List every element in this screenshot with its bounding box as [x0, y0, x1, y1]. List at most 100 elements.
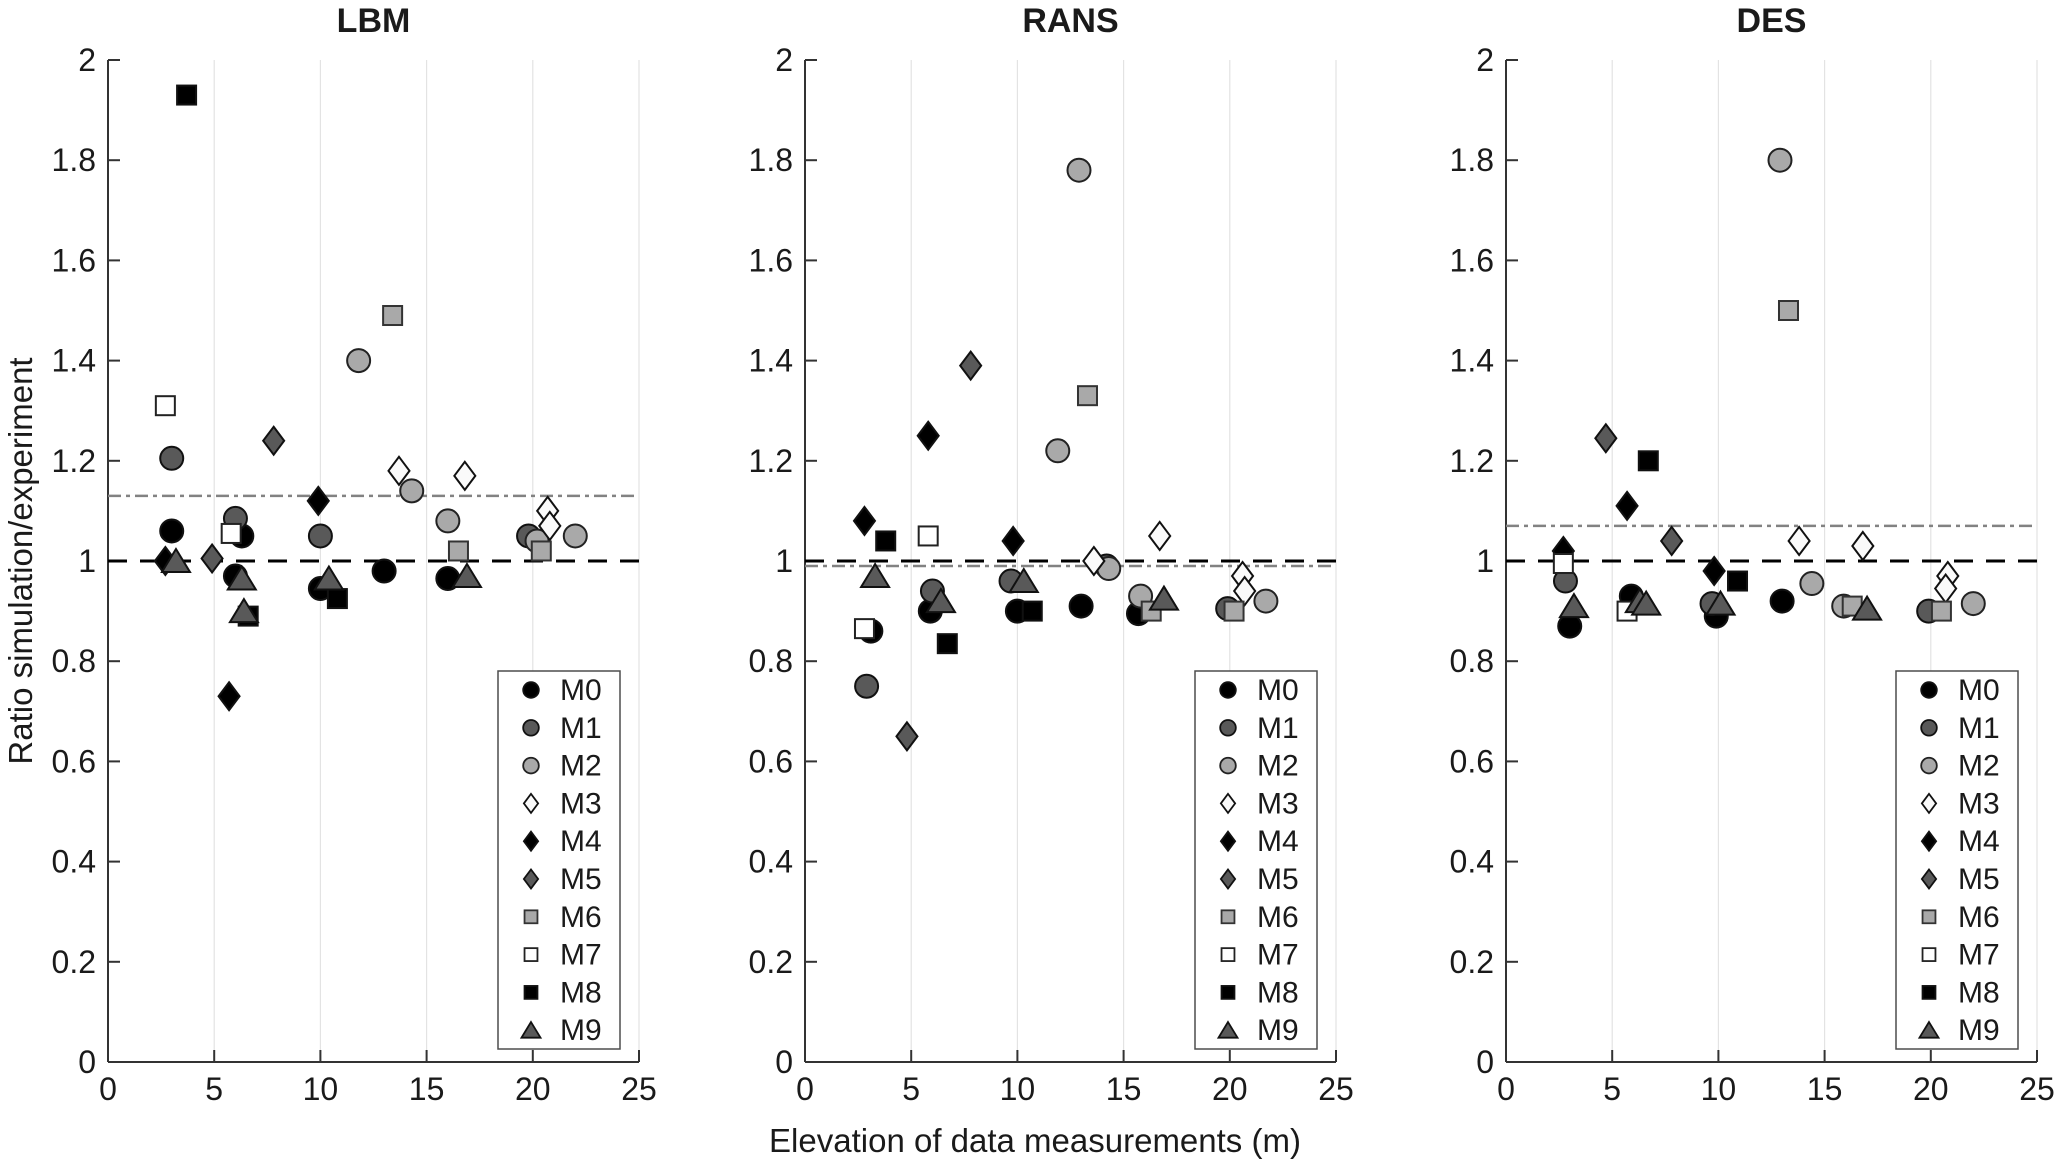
subplot-rans: 00.20.40.60.811.21.41.61.820 5 10 15 20 25RAN… [749, 2, 1354, 1107]
legend-marker-M3 [1920, 792, 1938, 815]
marker-M5 [1594, 422, 1618, 454]
legend-entry-M8: M8 [1921, 976, 2000, 1009]
legend-entry-M0: M0 [1219, 674, 1299, 707]
legend-entry-M4: M4 [1920, 825, 2000, 858]
series-M7-rans [853, 525, 939, 640]
legend-marker-M7 [1220, 947, 1236, 962]
marker-M2 [1799, 571, 1825, 597]
legend-marker-M2 [1219, 756, 1237, 775]
legend-entry-M1: M1 [1219, 712, 1299, 745]
marker-M0 [371, 558, 397, 584]
legend-label-M4: M4 [1257, 825, 1299, 858]
legend-entry-M3: M3 [522, 787, 602, 820]
y-tick-label: 2 [775, 42, 793, 78]
x-tick-label: 25 [2019, 1071, 2055, 1107]
legend-marker-M7 [523, 947, 539, 962]
legend-marker-M8 [1921, 985, 1937, 1000]
marker-M3 [1147, 520, 1172, 552]
marker-M9 [160, 547, 192, 573]
y-tick-label: 1.6 [749, 242, 793, 278]
marker-M2 [1045, 438, 1071, 464]
legend-entry-M6: M6 [523, 901, 602, 934]
series-M2-rans [1045, 157, 1279, 614]
marker-M3 [1851, 530, 1875, 562]
marker-M2 [562, 523, 588, 549]
y-tick-label: 1.8 [749, 142, 793, 178]
marker-M9 [1148, 584, 1180, 611]
x-tick-label: 0 [99, 1071, 117, 1107]
legend-label-M0: M0 [1958, 674, 2000, 707]
marker-M9 [1704, 589, 1737, 616]
series-M0-des [1557, 583, 1795, 639]
legend-label-M5: M5 [1958, 863, 2000, 896]
subplot-des: 00.20.40.60.811.21.41.61.820 5 10 15 20 25DES… [1450, 2, 2055, 1107]
legend-label-M4: M4 [1958, 825, 2000, 858]
y-tick-label: 1 [78, 543, 96, 579]
marker-M3 [453, 460, 477, 492]
legend-entry-M0: M0 [1920, 674, 2000, 707]
series-M8-rans [875, 530, 1043, 655]
legend-marker-M5 [1920, 867, 1938, 891]
marker-M6 [382, 305, 404, 327]
legend-entry-M2: M2 [1920, 750, 2000, 783]
x-tick-label: 15 [1807, 1071, 1843, 1107]
marker-M1 [307, 523, 333, 549]
marker-M8 [1727, 570, 1749, 592]
y-axis-label: Ratio simulation/experiment [2, 357, 39, 764]
x-tick-label: 10 [1701, 1071, 1737, 1107]
x-tick-label: 20 [1913, 1071, 1949, 1107]
marker-M5 [1659, 525, 1684, 557]
marker-M2 [1253, 588, 1279, 614]
legend-marker-M1 [1219, 719, 1237, 737]
legend-entry-M3: M3 [1219, 787, 1299, 820]
marker-M7 [220, 522, 242, 544]
x-tick-label: 5 [902, 1071, 920, 1107]
legend-label-M3: M3 [560, 787, 602, 820]
legend-marker-M5 [1219, 867, 1237, 891]
legend-entry-M7: M7 [1921, 939, 2000, 972]
y-tick-label: 0.4 [749, 844, 793, 880]
legend-rans: M0 M1 M2 M3 M4 M5 M6 M7 M8 M9 [1194, 670, 1318, 1050]
legend-marker-M4 [522, 830, 540, 853]
legend-marker-M9 [1917, 1020, 1941, 1039]
series-M7-lbm [154, 395, 242, 544]
legend-label-M8: M8 [560, 976, 602, 1009]
marker-M5 [895, 720, 919, 753]
legend-label-M0: M0 [1257, 674, 1299, 707]
legend-entry-M2: M2 [1219, 750, 1299, 783]
marker-M5 [261, 425, 286, 457]
marker-M2 [399, 478, 425, 504]
legend-label-M7: M7 [1958, 939, 2000, 972]
marker-M3 [1082, 545, 1106, 577]
y-tick-label: 2 [78, 42, 96, 78]
marker-M4 [306, 485, 331, 517]
marker-M6 [1777, 300, 1799, 321]
marker-M6 [1930, 600, 1952, 622]
legend-label-M7: M7 [560, 939, 602, 972]
series-M3-rans [1082, 520, 1257, 607]
x-tick-label: 0 [1497, 1071, 1515, 1107]
legend-entry-M5: M5 [1219, 863, 1299, 896]
y-tick-label: 1.4 [52, 343, 96, 379]
x-axis-label: Elevation of data measurements (m) [769, 1122, 1301, 1159]
series-M5-rans [895, 349, 983, 753]
y-tick-label: 0.4 [1450, 844, 1494, 880]
y-tick-label: 1.2 [1450, 443, 1494, 479]
legend-marker-M6 [1220, 909, 1236, 925]
legend-label-M5: M5 [560, 863, 602, 896]
legend-entry-M1: M1 [1920, 712, 2000, 745]
legend-marker-M4 [1920, 830, 1938, 853]
marker-M6 [1076, 385, 1098, 407]
marker-M7 [1552, 553, 1574, 575]
axes-des: 00.20.40.60.811.21.41.61.820 5 10 15 20 25 [1450, 42, 2055, 1107]
x-tick-label: 10 [303, 1071, 339, 1107]
marker-M1 [854, 673, 880, 699]
plot-title-lbm: LBM [337, 2, 411, 40]
series-M4-rans [852, 420, 1025, 557]
series-M3-des [1787, 525, 1960, 605]
marker-M9 [1851, 594, 1883, 621]
legend-entry-M4: M4 [522, 825, 602, 858]
legend-label-M7: M7 [1257, 939, 1299, 972]
